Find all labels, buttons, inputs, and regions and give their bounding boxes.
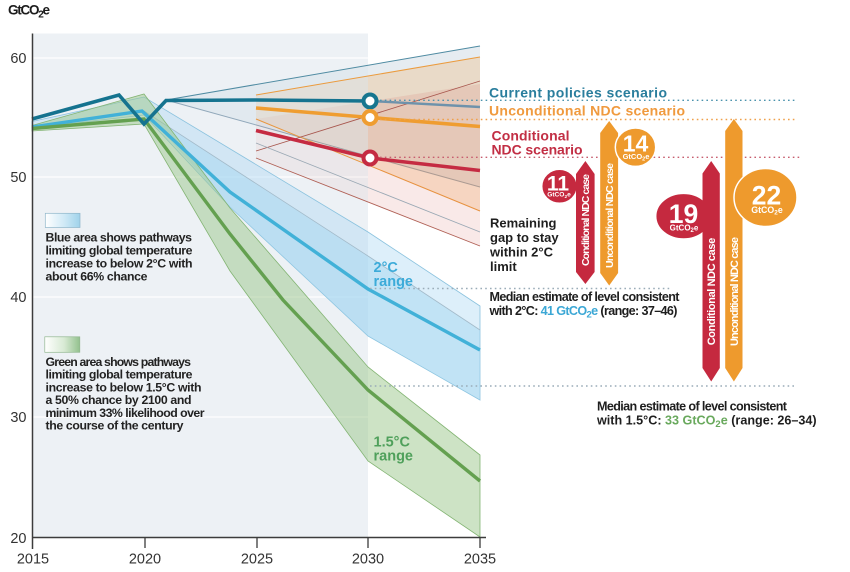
svg-text:Median estimate of level consi: Median estimate of level consistent — [490, 290, 681, 304]
svg-text:60: 60 — [10, 51, 26, 67]
svg-text:2035: 2035 — [464, 552, 496, 568]
svg-text:Unconditional NDC case: Unconditional NDC case — [729, 237, 741, 346]
svg-text:about 66% chance: about 66% chance — [46, 269, 148, 283]
svg-text:increase to below 2°C with: increase to below 2°C with — [46, 256, 193, 270]
svg-text:Conditional: Conditional — [492, 128, 570, 144]
svg-text:2030: 2030 — [352, 552, 384, 568]
svg-text:limiting global temperature: limiting global temperature — [46, 243, 193, 257]
svg-text:Conditional NDC case: Conditional NDC case — [580, 174, 592, 266]
svg-text:1.5°C: 1.5°C — [374, 435, 411, 451]
svg-text:limiting global temperature: limiting global temperature — [46, 368, 193, 382]
svg-text:Blue area shows pathways: Blue area shows pathways — [46, 230, 193, 244]
svg-text:Current policies scenario: Current policies scenario — [489, 85, 667, 101]
svg-text:with 2°C: 41 GtCO2e (range: 37: with 2°C: 41 GtCO2e (range: 37–46) — [489, 304, 678, 321]
svg-text:within 2°C: within 2°C — [489, 245, 554, 260]
svg-text:range: range — [374, 274, 414, 290]
svg-text:Unconditional NDC scenario: Unconditional NDC scenario — [489, 103, 685, 119]
svg-text:GtCO2e: GtCO2e — [670, 224, 699, 235]
svg-text:2°C: 2°C — [374, 260, 399, 276]
svg-text:30: 30 — [10, 410, 26, 426]
svg-text:GtCO2e: GtCO2e — [751, 205, 783, 217]
svg-text:40: 40 — [10, 290, 26, 306]
svg-text:the course of the century: the course of the century — [46, 419, 184, 433]
svg-text:GtCO2e: GtCO2e — [8, 3, 50, 21]
svg-text:19: 19 — [669, 199, 698, 229]
svg-text:a 50% chance by 2100 and: a 50% chance by 2100 and — [46, 393, 192, 407]
svg-text:NDC scenario: NDC scenario — [492, 142, 583, 158]
svg-text:range: range — [374, 449, 414, 465]
svg-text:Remaining: Remaining — [490, 215, 557, 230]
svg-text:GtCO2e: GtCO2e — [623, 152, 650, 163]
svg-text:limit: limit — [490, 259, 517, 274]
svg-text:Median estimate of level consi: Median estimate of level consistent — [597, 400, 788, 414]
svg-text:2020: 2020 — [129, 552, 161, 568]
svg-text:with 1.5°C: 33 GtCO2e (range:: with 1.5°C: 33 GtCO2e (range: 26–34) — [596, 414, 817, 431]
svg-text:22: 22 — [752, 181, 781, 211]
svg-text:gap to stay: gap to stay — [490, 230, 559, 245]
svg-text:Conditional NDC case: Conditional NDC case — [706, 238, 718, 346]
svg-text:50: 50 — [10, 170, 26, 186]
svg-text:2025: 2025 — [241, 552, 273, 568]
svg-text:Unconditional NDC case: Unconditional NDC case — [604, 163, 616, 268]
svg-text:11: 11 — [547, 173, 570, 196]
svg-text:GtCO2e: GtCO2e — [547, 192, 571, 200]
svg-text:14: 14 — [623, 131, 649, 157]
svg-text:20: 20 — [10, 531, 26, 547]
svg-text:Green area shows pathways: Green area shows pathways — [46, 355, 192, 369]
svg-text:2015: 2015 — [17, 552, 49, 568]
svg-text:increase to below 1.5°C with: increase to below 1.5°C with — [46, 380, 202, 394]
svg-text:minimum 33% likelihood over: minimum 33% likelihood over — [46, 406, 205, 420]
